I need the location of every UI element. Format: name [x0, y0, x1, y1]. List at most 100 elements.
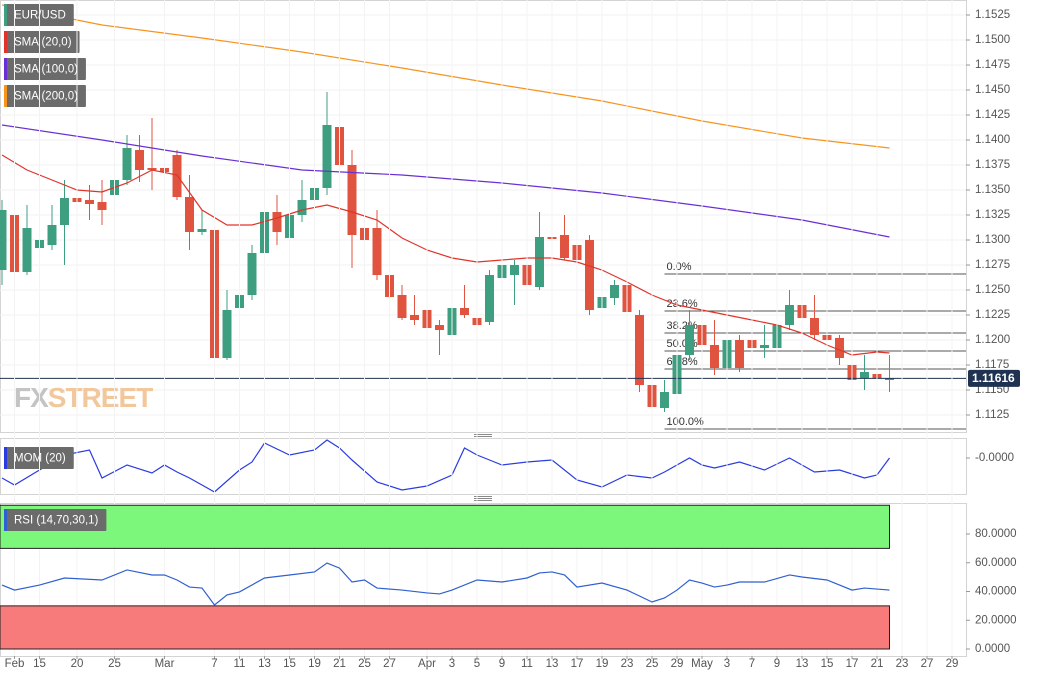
- candle-body: [735, 340, 744, 368]
- legend-box: [4, 4, 74, 26]
- y-tick-label: 1.1300: [975, 234, 1010, 246]
- panel: 80.0000 60.0000 40.0000 20.0000 0.0000 RSI (1…: [0, 0, 1017, 657]
- candle-body: [510, 265, 519, 275]
- candle-body: [60, 198, 69, 225]
- legend-box: [4, 447, 74, 469]
- x-tick-label: 27: [921, 658, 934, 670]
- candle-body: [435, 325, 444, 330]
- candle-body: [785, 305, 794, 325]
- legend-box: [4, 58, 86, 80]
- y-tick-label: 80.0000: [975, 528, 1017, 540]
- y-tick-label: 1.1150: [975, 384, 1009, 396]
- fib-label: 100.0%: [667, 416, 705, 428]
- y-tick-label: 0.0000: [975, 643, 1010, 655]
- candle-body: [297, 200, 307, 215]
- series-line: [1, 562, 890, 606]
- x-tick-label: Feb: [5, 658, 25, 670]
- x-tick-label: 15: [821, 658, 834, 670]
- candle-body: [372, 228, 382, 275]
- fib-label: 0.0%: [667, 261, 692, 273]
- rsi-band: [0, 605, 890, 650]
- y-tick-label: 1.1475: [975, 59, 1010, 71]
- x-tick-label: 25: [358, 658, 371, 670]
- watermark: FXSTREET: [14, 382, 153, 413]
- y-tick-label: 1.1400: [975, 134, 1010, 146]
- legend-box: [4, 31, 80, 53]
- legend-item: RSI (14,70,30,1): [4, 509, 107, 531]
- legend-label: SMA (100,0): [14, 64, 78, 76]
- x-tick-label: Apr: [418, 658, 436, 670]
- x-tick-label: 3: [724, 658, 730, 670]
- candle-body: [885, 378, 894, 380]
- candle-body: [122, 148, 132, 180]
- legend-item: SMA (20,0): [4, 31, 80, 53]
- y-tick-label: 40.0000: [975, 586, 1017, 598]
- x-tick-label: 9: [499, 658, 505, 670]
- x-tick-label: 11: [234, 658, 246, 670]
- last-price-label: 1.11616: [972, 371, 1015, 385]
- candle-body: [860, 372, 869, 378]
- y-tick-label: 1.1450: [975, 84, 1010, 96]
- x-tick-label: 7: [749, 658, 755, 670]
- watermark-fx: FX: [14, 382, 49, 413]
- candle-body: [710, 345, 719, 368]
- x-tick-label: 15: [33, 658, 46, 670]
- fib-label: 61.8%: [667, 356, 698, 368]
- y-tick-label: 1.1375: [975, 159, 1010, 171]
- candle-body: [397, 295, 407, 318]
- x-tick-label: 15: [283, 658, 296, 670]
- rsi-band: [0, 504, 890, 549]
- candle-body: [810, 318, 819, 335]
- legend-label: RSI (14,70,30,1): [14, 515, 99, 527]
- candle-body: [85, 200, 94, 204]
- y-tick-label: 1.1225: [975, 309, 1010, 321]
- y-tick-label: 1.1325: [975, 209, 1010, 221]
- y-tick-label: 20.0000: [975, 614, 1017, 626]
- x-tick-label: 23: [896, 658, 909, 670]
- x-tick-label: 3: [449, 658, 455, 670]
- legend-label: SMA (20,0): [14, 37, 72, 49]
- x-tick-label: 17: [846, 658, 859, 670]
- watermark-street: STREET: [48, 382, 153, 413]
- x-tick-label: 13: [796, 658, 809, 670]
- candle-body: [485, 275, 494, 322]
- candle-body: [560, 235, 569, 258]
- y-tick-label: 1.1125: [975, 409, 1009, 421]
- candle-body: [610, 285, 619, 298]
- y-tick-label: 1.1250: [975, 284, 1010, 296]
- x-tick-label: 21: [333, 658, 346, 670]
- x-tick-label: 27: [383, 658, 396, 670]
- candle-body: [660, 392, 669, 408]
- x-tick-label: 21: [871, 658, 884, 670]
- x-tick-label: 19: [308, 658, 321, 670]
- legend-swatch: [4, 447, 7, 469]
- panel: 1.1525 1.1500 1.1475 1.1450 1.1425 1.1400 1.13…: [0, 0, 1020, 433]
- x-tick-label: 25: [108, 658, 121, 670]
- legend-swatch: [4, 509, 7, 531]
- candle-body: [197, 229, 207, 232]
- x-tick-label: 25: [646, 658, 659, 670]
- candle-body: [97, 202, 107, 210]
- candle-body: [22, 228, 32, 272]
- candle-body: [410, 315, 419, 320]
- x-tick-label: 17: [571, 658, 584, 670]
- candle-body: [247, 253, 257, 295]
- legend-swatch: [4, 85, 7, 107]
- x-tick-label: Mar: [155, 658, 175, 670]
- legend-swatch: [4, 31, 7, 53]
- panel-frame: [0, 438, 967, 495]
- x-tick-label: 9: [774, 658, 780, 670]
- x-tick-label: 19: [596, 658, 609, 670]
- candle-body: [760, 345, 769, 348]
- y-tick-label: 1.1175: [975, 359, 1009, 371]
- x-tick-label: 23: [621, 658, 634, 670]
- candle-body: [322, 125, 332, 188]
- legend-label: SMA (200,0): [14, 91, 78, 103]
- x-tick-label: 20: [71, 658, 84, 670]
- legend-item: SMA (100,0): [4, 58, 86, 80]
- y-tick-label: 1.1525: [975, 9, 1010, 21]
- candle-body: [835, 338, 844, 358]
- legend-swatch: [4, 4, 7, 26]
